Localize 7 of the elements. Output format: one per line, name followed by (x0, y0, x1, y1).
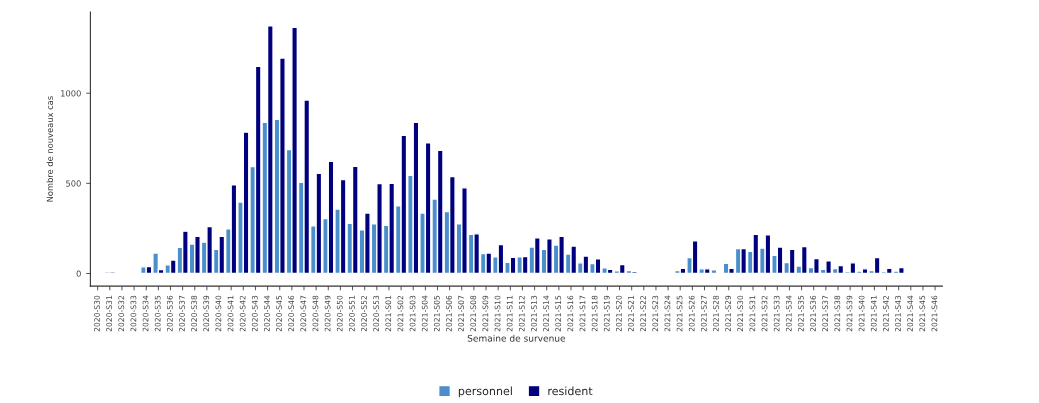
y-tick-label: 0 (76, 270, 81, 277)
y-tick-label: 1000 (61, 90, 81, 97)
y-axis-title: Nombre de nouveaux cas (46, 96, 53, 202)
legend-label: resident (548, 386, 593, 396)
legend-label: personnel (458, 386, 512, 398)
x-axis-title: Semaine de survenue (467, 334, 566, 342)
y-tick-label: 500 (66, 180, 81, 187)
